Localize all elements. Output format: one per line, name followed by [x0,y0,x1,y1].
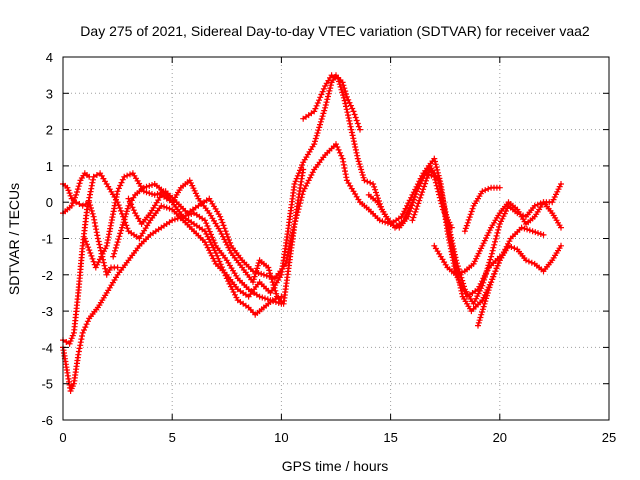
series-markers [125,191,285,318]
x-tick-label: 5 [169,430,176,445]
data-layer [60,72,564,394]
series-pass-12 [461,184,503,235]
y-tick-label: -6 [41,413,53,428]
series-markers [431,181,564,278]
series-line [61,74,362,345]
axis-ticks: 0 5 10 15 20 25 -6 -5 -4 -3 -2 -1 0 1 2 3 4 [41,50,616,445]
series-pass-4 [60,72,363,347]
series-pass-7 [125,191,285,318]
y-tick-label: 2 [46,123,53,138]
y-tick-label: -2 [41,268,53,283]
y-tick-label: 1 [46,159,53,174]
series-pass-10 [409,166,564,307]
chart-title: Day 275 of 2021, Sidereal Day-to-day VTE… [80,23,590,39]
x-tick-label: 20 [493,430,507,445]
y-tick-label: -1 [41,232,53,247]
x-tick-label: 25 [602,430,616,445]
grid [63,57,609,420]
series-markers [461,184,503,235]
series-pass-2 [60,170,93,217]
y-tick-label: -3 [41,304,53,319]
y-tick-label: 4 [46,50,53,65]
series-markers [409,166,564,307]
x-axis-label: GPS time / hours [282,458,389,474]
y-tick-label: 3 [46,86,53,101]
x-tick-label: 10 [274,430,288,445]
series-pass-11 [431,181,564,278]
series-markers [60,72,363,347]
x-tick-label: 15 [383,430,397,445]
series-markers [110,166,307,307]
y-tick-label: -5 [41,377,53,392]
series-pass-6 [110,166,307,307]
series-line [61,212,283,393]
x-tick-label: 0 [59,430,66,445]
y-tick-label: 0 [46,195,53,210]
y-tick-label: -4 [41,340,53,355]
series-pass-13 [475,242,564,329]
y-axis-label: SDTVAR / TECUs [6,183,22,295]
series-markers [475,242,564,329]
